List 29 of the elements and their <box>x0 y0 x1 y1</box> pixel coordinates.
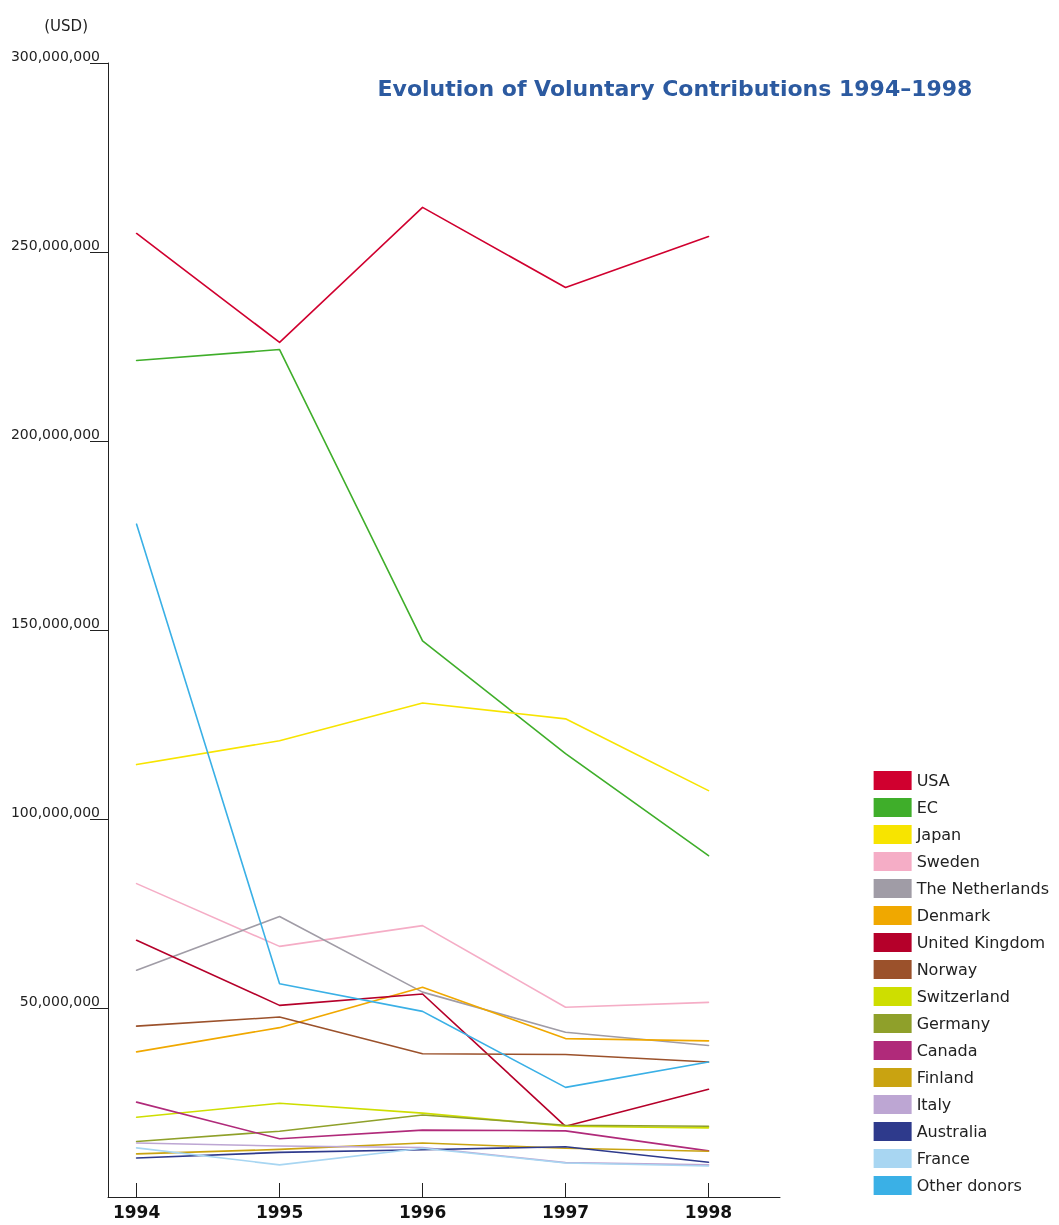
x-tick-label: 1995 <box>255 1201 304 1222</box>
legend-label: Denmark <box>916 906 991 925</box>
x-tick-label: 1997 <box>541 1201 590 1222</box>
legend-label: Germany <box>916 1014 991 1033</box>
y-tick-label: 300,000,000 <box>10 48 100 64</box>
x-tick-label: 1998 <box>684 1201 733 1222</box>
legend-label: Sweden <box>916 852 980 871</box>
y-tick-label: 250,000,000 <box>10 237 100 253</box>
legend-label: Switzerland <box>916 987 1010 1006</box>
y-tick-label: 150,000,000 <box>10 615 100 631</box>
legend-label: Japan <box>915 825 962 844</box>
y-axis-title: (USD) <box>44 16 88 35</box>
legend-label: USA <box>916 771 950 790</box>
y-tick-label: 100,000,000 <box>10 804 100 820</box>
y-tick-label: 50,000,000 <box>19 993 100 1009</box>
legend-label: Canada <box>916 1041 978 1060</box>
legend-label: EC <box>916 798 938 817</box>
legend-label: Finland <box>916 1068 974 1087</box>
y-tick-label: 200,000,000 <box>10 426 100 442</box>
legend-label: Norway <box>916 960 978 979</box>
legend-label: Other donors <box>916 1176 1022 1195</box>
text: Evolution of Voluntary Contributions 1994–1998 <box>377 75 973 101</box>
legend-label: Australia <box>916 1122 988 1141</box>
legend-label: Italy <box>916 1095 952 1114</box>
legend-label: France <box>916 1149 970 1168</box>
x-tick-label: 1996 <box>398 1201 447 1222</box>
legend-label: United Kingdom <box>916 933 1046 952</box>
x-tick-label: 1994 <box>112 1201 161 1222</box>
legend-label: The Netherlands <box>915 879 1049 898</box>
